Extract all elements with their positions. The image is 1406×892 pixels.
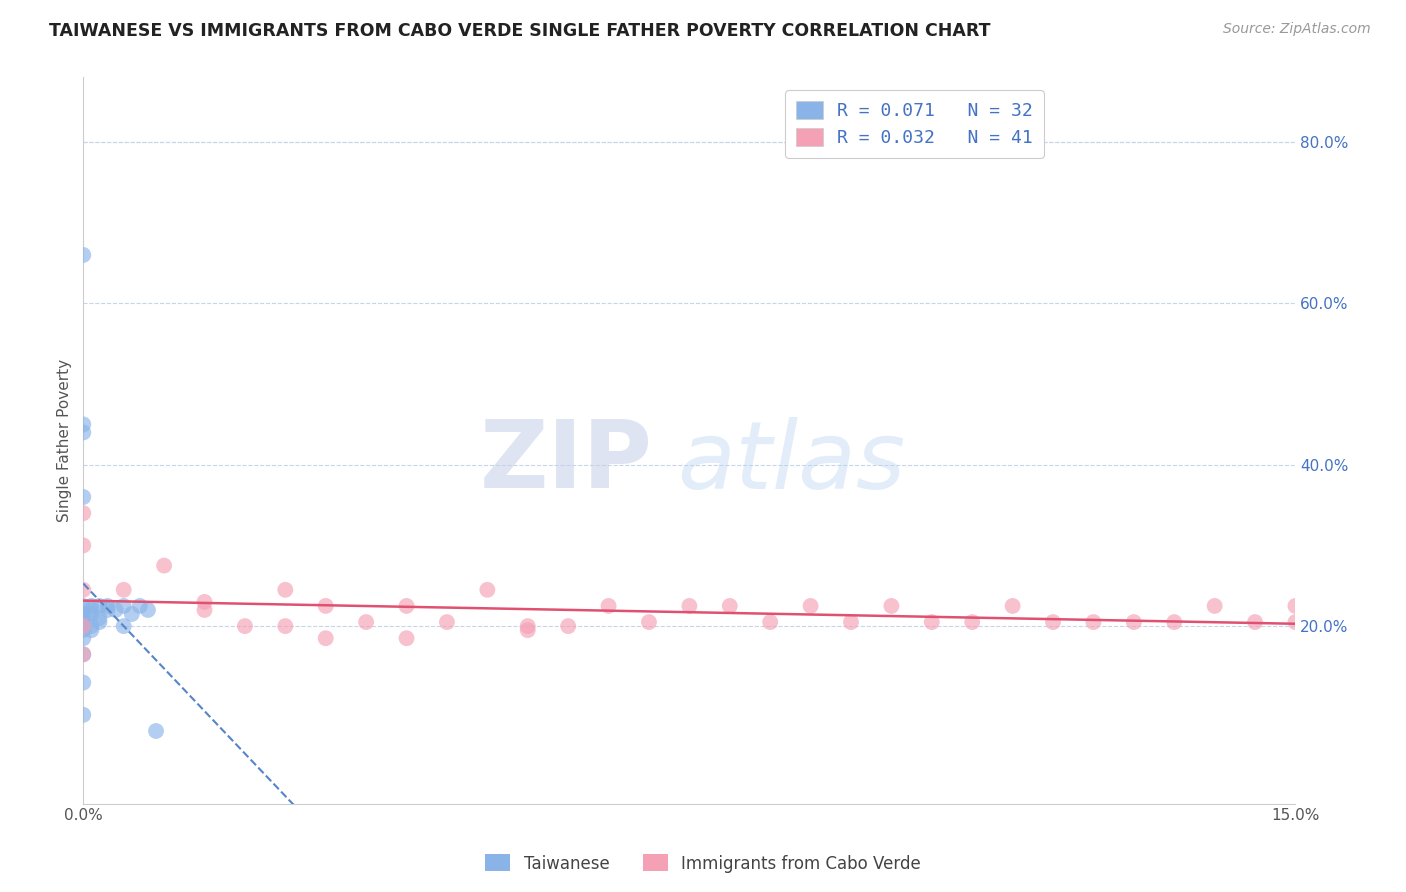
Point [72,425,94,440]
Point [136,603,159,617]
Y-axis label: Single Father Poverty: Single Father Poverty [58,359,72,522]
Point [80,619,103,633]
Point [274,619,297,633]
Point [72,599,94,613]
Point [89,615,111,629]
Point [80,623,103,637]
Point [72,648,94,662]
Point [839,615,862,629]
Point [72,619,94,633]
Point [80,599,103,613]
Point [89,611,111,625]
Point [72,631,94,645]
Point [72,607,94,621]
Point [233,619,256,633]
Point [72,619,94,633]
Point [72,490,94,504]
Text: TAIWANESE VS IMMIGRANTS FROM CABO VERDE SINGLE FATHER POVERTY CORRELATION CHART: TAIWANESE VS IMMIGRANTS FROM CABO VERDE … [49,22,991,40]
Point [72,648,94,662]
Point [72,707,94,722]
Point [880,599,903,613]
Text: atlas: atlas [678,417,905,508]
Point [193,603,215,617]
Point [1001,599,1024,613]
Point [436,615,458,629]
Point [112,582,135,597]
Point [104,603,127,617]
Point [1204,599,1226,613]
Point [1163,615,1185,629]
Point [80,603,103,617]
Point [193,595,215,609]
Point [89,599,111,613]
Point [718,599,741,613]
Point [315,631,337,645]
Point [72,538,94,552]
Point [121,607,143,621]
Point [960,615,983,629]
Point [921,615,943,629]
Point [1284,599,1306,613]
Point [72,417,94,432]
Point [72,675,94,690]
Point [638,615,661,629]
Point [80,607,103,621]
Point [395,631,418,645]
Point [1244,615,1267,629]
Point [598,599,620,613]
Point [477,582,499,597]
Point [96,603,118,617]
Point [112,619,135,633]
Point [153,558,176,573]
Point [516,619,538,633]
Point [315,599,337,613]
Point [72,623,94,637]
Point [72,615,94,629]
Point [72,506,94,520]
Legend: Taiwanese, Immigrants from Cabo Verde: Taiwanese, Immigrants from Cabo Verde [478,847,928,880]
Point [516,623,538,637]
Point [759,615,782,629]
Point [112,599,135,613]
Text: Source: ZipAtlas.com: Source: ZipAtlas.com [1223,22,1371,37]
Point [72,248,94,262]
Point [72,611,94,625]
Point [1042,615,1064,629]
Legend: R = 0.071   N = 32, R = 0.032   N = 41: R = 0.071 N = 32, R = 0.032 N = 41 [785,90,1045,158]
Point [96,599,118,613]
Point [72,619,94,633]
Point [557,619,579,633]
Point [72,582,94,597]
Point [1284,615,1306,629]
Point [354,615,377,629]
Point [1083,615,1105,629]
Point [1122,615,1144,629]
Point [395,599,418,613]
Point [274,582,297,597]
Point [678,599,700,613]
Point [128,599,150,613]
Point [145,724,167,739]
Point [800,599,823,613]
Text: ZIP: ZIP [479,417,652,508]
